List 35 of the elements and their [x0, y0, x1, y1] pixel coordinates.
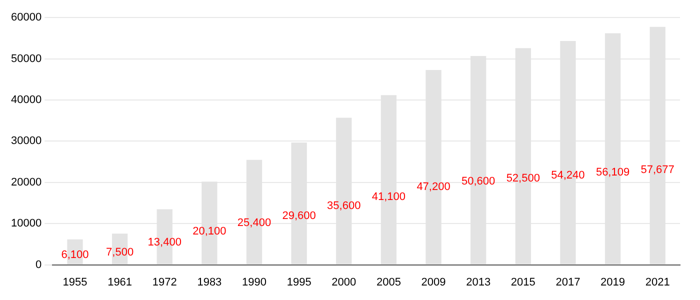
x-tick-label: 1961 [108, 276, 132, 288]
x-tick-label: 2005 [376, 276, 401, 288]
x-tick-label: 2000 [332, 276, 356, 288]
data-label: 54,240 [551, 169, 585, 182]
y-tick-label: 30000 [10, 135, 42, 148]
y-tick-label: 0 [35, 258, 42, 271]
data-label: 7,500 [106, 246, 134, 258]
x-tick-label: 1955 [62, 276, 88, 288]
data-label: 47,200 [416, 181, 450, 194]
data-label: 50,600 [462, 175, 496, 188]
x-tick-label: 2013 [466, 276, 491, 288]
data-label: 52,500 [506, 172, 540, 184]
data-label: 13,400 [148, 236, 182, 249]
x-tick-label: 1995 [286, 276, 312, 288]
y-tick-label: 40000 [10, 94, 42, 106]
data-label: 25,400 [237, 216, 272, 229]
x-tick-label: 2021 [645, 276, 670, 288]
x-tick-label: 2017 [556, 276, 580, 288]
x-tick-label: 2009 [421, 276, 446, 288]
y-tick-label: 50000 [10, 52, 42, 65]
data-label: 57,677 [640, 164, 674, 176]
data-label: 20,100 [192, 226, 226, 238]
data-label: 35,600 [327, 200, 361, 212]
y-tick-label: 20000 [10, 176, 42, 188]
x-tick-label: 2015 [510, 276, 536, 288]
data-label: 41,100 [372, 191, 406, 204]
x-tick-label: 2019 [600, 276, 626, 288]
data-label: 56,109 [596, 166, 630, 178]
x-tick-label: 1972 [152, 276, 177, 288]
y-tick-label: 60000 [10, 12, 42, 24]
x-tick-label: 1990 [242, 276, 266, 288]
y-tick-label: 10000 [10, 218, 42, 230]
x-tick-label: 1983 [197, 276, 222, 288]
data-label: 29,600 [282, 210, 316, 222]
data-label: 6,100 [61, 248, 89, 261]
